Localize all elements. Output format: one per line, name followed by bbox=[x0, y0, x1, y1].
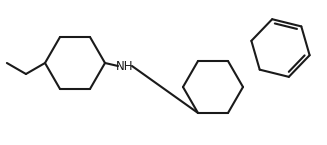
Text: NH: NH bbox=[116, 59, 134, 72]
